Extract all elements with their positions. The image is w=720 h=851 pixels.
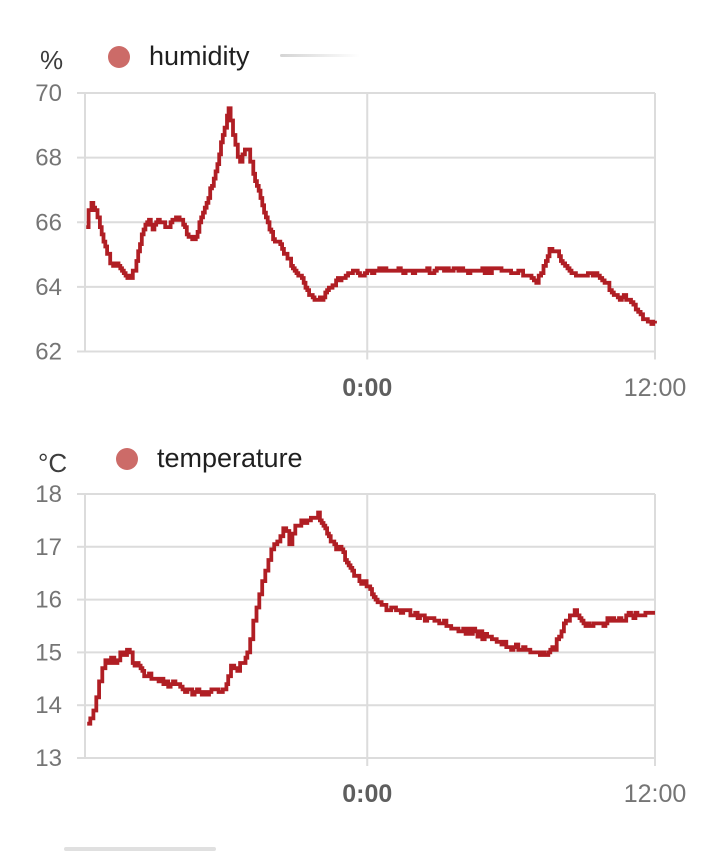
temperature-unit-label: °C [38, 448, 68, 478]
humidity-legend-label[interactable]: humidity [149, 41, 250, 71]
legend-divider-line [280, 54, 360, 57]
humidity-legend-dot-icon[interactable] [108, 46, 130, 68]
series-line-humidity [86, 106, 657, 326]
clipped-text-fragment [64, 847, 216, 851]
humidity-unit-label: % [40, 45, 64, 75]
y-tick-label: 15 [35, 639, 62, 666]
temperature-legend-label[interactable]: temperature [157, 443, 303, 473]
temperature-legend-dot-icon[interactable] [116, 448, 138, 470]
series-line-temperature [87, 510, 655, 726]
y-tick-label: 70 [35, 80, 62, 107]
x-tick-label: 0:00 [342, 374, 392, 402]
y-tick-label: 16 [35, 587, 62, 614]
y-tick-label: 13 [35, 745, 62, 772]
y-tick-label: 64 [35, 274, 62, 301]
x-tick-label: 12:00 [624, 374, 687, 402]
y-tick-label: 17 [35, 534, 62, 561]
y-tick-label: 14 [35, 692, 62, 719]
y-tick-label: 68 [35, 145, 62, 172]
y-tick-label: 62 [35, 339, 62, 366]
x-tick-label: 0:00 [342, 780, 392, 808]
y-tick-label: 18 [35, 481, 62, 508]
x-tick-label: 12:00 [624, 780, 687, 808]
y-tick-label: 66 [35, 209, 62, 236]
